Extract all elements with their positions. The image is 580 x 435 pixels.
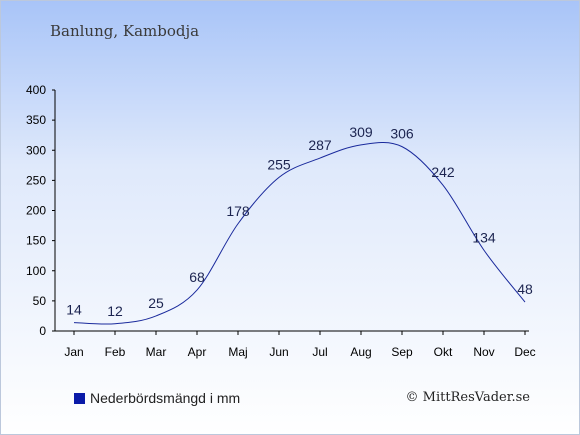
y-tick-label: 50 — [33, 294, 47, 308]
data-label: 178 — [226, 203, 250, 219]
data-label: 306 — [390, 126, 414, 142]
chart-title: Banlung, Kambodja — [50, 22, 200, 40]
x-tick-label: Maj — [228, 345, 247, 359]
data-label: 309 — [349, 124, 373, 140]
y-tick-label: 100 — [26, 264, 46, 278]
x-tick-label: Apr — [188, 345, 207, 359]
data-label: 255 — [267, 156, 291, 172]
x-tick-label: Nov — [473, 345, 494, 359]
data-label: 12 — [107, 303, 123, 319]
series-layer — [73, 141, 526, 325]
x-tick-label: Aug — [350, 345, 371, 359]
x-tick-label: Jun — [269, 345, 288, 359]
legend-label: Nederbördsmängd i mm — [90, 390, 241, 406]
data-labels: 14 12 25 68 178 255 287 309 306 242 134 48 — [66, 124, 533, 319]
data-label: 68 — [189, 269, 205, 285]
axes: 0 50 100 150 200 250 300 350 400 Jan Feb Mar Apr Maj J… — [26, 83, 536, 359]
y-tick-label: 350 — [26, 113, 46, 127]
data-label: 242 — [431, 164, 455, 180]
series-line — [73, 141, 526, 325]
x-tick-label: Mar — [146, 345, 167, 359]
y-tick-label: 200 — [26, 204, 46, 218]
x-tick-label: Sep — [391, 345, 413, 359]
x-tick-label: Feb — [105, 345, 126, 359]
credit-text: © MittResVader.se — [405, 390, 530, 405]
data-label: 48 — [517, 281, 533, 297]
y-tick-label: 400 — [26, 83, 46, 97]
x-tick-label: Jul — [312, 345, 327, 359]
x-tick-label: Jan — [64, 345, 83, 359]
data-label: 287 — [308, 137, 332, 153]
y-tick-label: 300 — [26, 143, 46, 157]
x-tick-label: Dec — [514, 345, 535, 359]
legend-swatch — [74, 392, 85, 404]
data-label: 25 — [148, 295, 164, 311]
y-tick-label: 0 — [39, 324, 46, 338]
y-tick-label: 250 — [26, 173, 46, 187]
data-label: 14 — [66, 302, 82, 318]
x-tick-label: Okt — [434, 345, 453, 359]
data-label: 134 — [472, 229, 496, 245]
y-tick-label: 150 — [26, 234, 46, 248]
legend: Nederbördsmängd i mm — [74, 390, 240, 406]
